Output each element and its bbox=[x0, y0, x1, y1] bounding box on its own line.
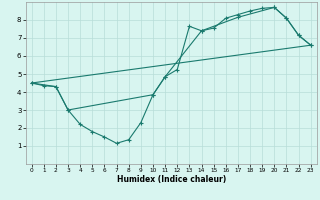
X-axis label: Humidex (Indice chaleur): Humidex (Indice chaleur) bbox=[116, 175, 226, 184]
